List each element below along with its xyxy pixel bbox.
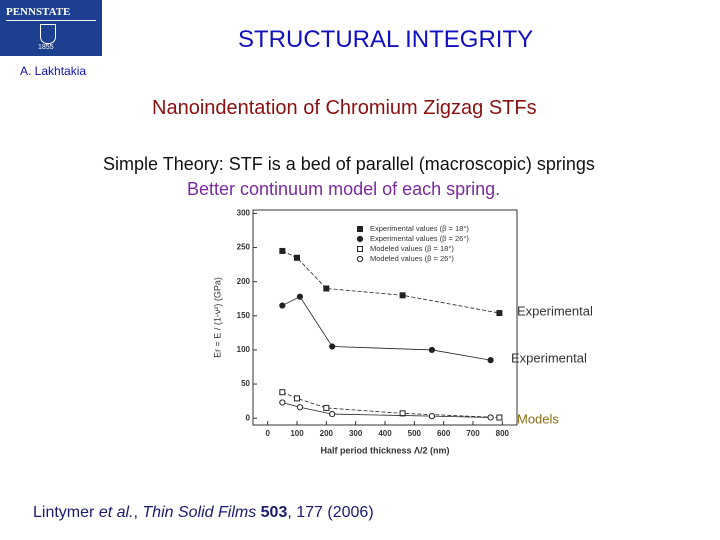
legend-label: Modeled values (β = 26°) [370,254,454,263]
marker [323,404,330,411]
citation-rest: , 177 (2006) [287,504,374,521]
plot-frame [252,209,518,426]
logo-year: 1855 [38,44,54,51]
citation-volume: 503 [260,504,288,521]
author: A. Lakhtakia [20,64,87,78]
marker [294,395,300,402]
x-tick-label: 700 [466,429,480,438]
x-tick-label: 0 [265,429,270,438]
series-line [282,250,500,314]
marker [496,310,503,317]
marker [279,399,286,406]
marker [487,357,494,364]
logo-name: PENNSTATE [6,6,71,18]
logo-line [6,20,96,21]
y-tick-label: 50 [241,379,250,388]
marker [357,246,363,252]
heading: Nanoindentation of Chromium Zigzag STFs [152,97,537,119]
x-tick-label: 800 [496,429,510,438]
y-tick-label: 100 [237,345,251,354]
y-tick-label: 300 [237,209,251,218]
marker [329,343,336,350]
x-tick-label: 600 [437,429,451,438]
legend-label: Experimental values (β = 26°) [370,234,469,243]
marker [357,226,363,232]
x-tick-label: 400 [378,429,392,438]
x-tick-label: 100 [290,429,304,438]
y-tick-label: 0 [246,413,251,422]
marker [279,389,286,396]
logo-shield [40,24,56,44]
marker [428,346,436,354]
x-tick-label: 500 [408,429,422,438]
x-axis-label: Half period thickness Λ/2 (nm) [320,445,449,455]
marker [323,285,330,292]
marker [279,302,286,309]
marker [399,292,406,299]
legend-label: Modeled values (β = 18°) [370,244,454,253]
citation-etal: et al. [98,504,134,521]
logo: PENNSTATE 1855 [0,0,102,56]
y-tick-label: 200 [237,277,251,286]
text-line: Better continuum model of each spring. [187,179,501,199]
marker [487,414,494,421]
marker [296,293,304,300]
text-line: Simple Theory: STF is a bed of parallel … [103,154,595,174]
y-tick-label: 250 [237,243,251,252]
annotation: Experimental [511,350,587,365]
citation-authors: Lintymer [33,504,95,521]
legend-label: Experimental values (β = 18°) [370,224,469,233]
marker [428,413,436,420]
citation: Lintymer et al., Thin Solid Films 503, 1… [33,504,374,522]
y-tick-label: 150 [237,311,251,320]
y-axis-label: Er = E / (1-ν²) (GPa) [212,277,222,358]
marker [496,414,503,421]
annotation: Experimental [517,303,593,318]
marker [279,247,286,254]
title: STRUCTURAL INTEGRITY [238,26,534,53]
marker [329,410,336,418]
marker [294,254,300,261]
citation-journal: Thin Solid Films [142,504,257,521]
marker [296,404,304,411]
x-tick-label: 200 [320,429,334,438]
marker [356,235,364,243]
marker [356,255,364,263]
x-tick-label: 300 [349,429,363,438]
annotation: Models [517,411,559,426]
citation-sep: , [133,504,143,521]
